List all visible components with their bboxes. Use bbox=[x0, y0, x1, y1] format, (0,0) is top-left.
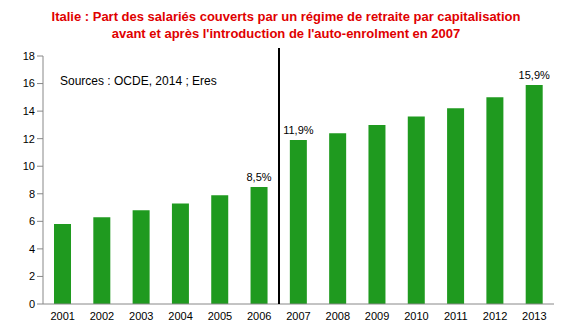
svg-text:2003: 2003 bbox=[129, 310, 153, 322]
svg-text:15,9%: 15,9% bbox=[519, 69, 550, 81]
svg-text:0: 0 bbox=[29, 298, 35, 310]
svg-text:8: 8 bbox=[29, 188, 35, 200]
svg-text:2005: 2005 bbox=[208, 310, 232, 322]
html-text:Italie : Part des salariés cou: Italie : Part des salariés couverts par … bbox=[51, 9, 521, 41]
svg-text:6: 6 bbox=[29, 215, 35, 227]
svg-text:12: 12 bbox=[23, 133, 35, 145]
svg-text:2007: 2007 bbox=[286, 310, 310, 322]
svg-text:2013: 2013 bbox=[522, 310, 546, 322]
svg-text:2004: 2004 bbox=[168, 310, 192, 322]
svg-text:14: 14 bbox=[23, 105, 35, 117]
svg-text:8,5%: 8,5% bbox=[247, 171, 272, 183]
svg-text:2010: 2010 bbox=[404, 310, 428, 322]
svg-text:2009: 2009 bbox=[365, 310, 389, 322]
svg-text:2012: 2012 bbox=[483, 310, 507, 322]
svg-text:2008: 2008 bbox=[326, 310, 350, 322]
svg-text:2011: 2011 bbox=[444, 310, 468, 322]
svg-text:2006: 2006 bbox=[247, 310, 271, 322]
svg-text:2002: 2002 bbox=[90, 310, 114, 322]
svg-text:2001: 2001 bbox=[50, 310, 74, 322]
svg-text:11,9%: 11,9% bbox=[283, 124, 314, 136]
svg-text:18: 18 bbox=[23, 50, 35, 62]
html-text:Sources : OCDE, 2014 ; Eres: Sources : OCDE, 2014 ; Eres bbox=[60, 74, 217, 88]
svg-text:4: 4 bbox=[29, 243, 35, 255]
svg-text:10: 10 bbox=[23, 160, 35, 172]
svg-text:2: 2 bbox=[29, 270, 35, 282]
svg-text:16: 16 bbox=[23, 77, 35, 89]
